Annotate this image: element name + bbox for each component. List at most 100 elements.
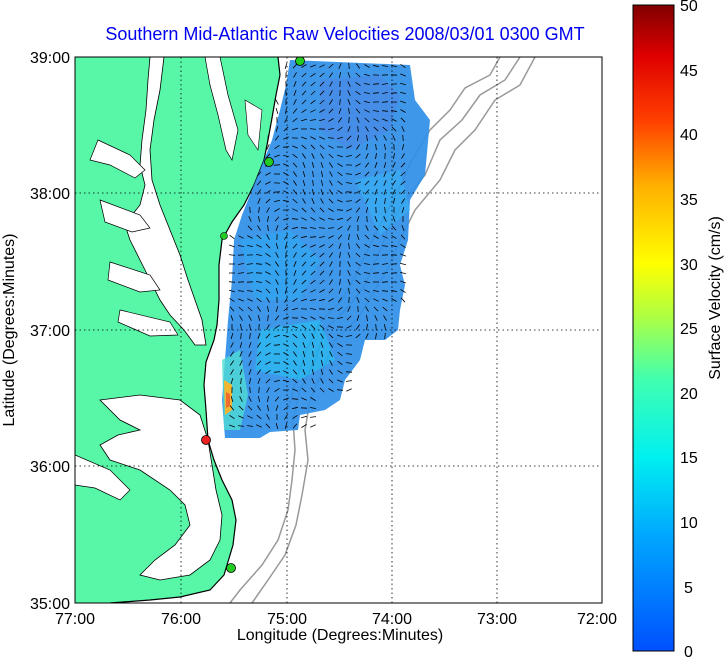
velocity-arrow [347, 279, 351, 285]
velocity-arrow [383, 189, 387, 195]
velocity-arrow [265, 181, 271, 185]
surface-current-field [222, 60, 430, 438]
velocity-arrow [283, 172, 289, 176]
velocity-arrow [292, 208, 298, 212]
velocity-arrow [320, 342, 324, 348]
velocity-arrow [400, 189, 406, 195]
velocity-arrow [347, 72, 351, 78]
velocity-arrow [228, 281, 236, 283]
velocity-arrow [320, 333, 324, 339]
velocity-arrow [301, 333, 307, 339]
grid-lines [75, 57, 602, 603]
velocity-arrow [312, 350, 314, 358]
velocity-arrow [248, 369, 252, 375]
velocity-arrow [267, 134, 269, 142]
velocity-arrow [265, 198, 271, 204]
velocity-arrow [302, 369, 306, 375]
velocity-arrow [399, 91, 407, 95]
velocity-arrow [238, 405, 244, 411]
velocity-arrow [292, 342, 298, 348]
velocity-arrow [283, 370, 289, 374]
velocity-arrow [375, 323, 377, 331]
velocity-arrow [292, 378, 298, 384]
velocity-arrow [336, 389, 344, 391]
velocity-arrow [328, 252, 334, 258]
velocity-arrow [248, 351, 252, 357]
velocity-arrow [363, 253, 371, 257]
station-marker-north[interactable] [295, 57, 305, 66]
velocity-arrow [267, 224, 269, 232]
velocity-arrow [256, 244, 262, 248]
velocity-arrow [373, 235, 379, 239]
velocity-arrow [321, 180, 323, 186]
velocity-arrow [273, 164, 281, 166]
velocity-arrow [292, 415, 298, 419]
velocity-arrow [275, 287, 279, 295]
velocity-arrow [293, 270, 297, 276]
velocity-arrow [283, 155, 289, 157]
velocity-arrow [383, 315, 387, 321]
velocity-arrow [348, 296, 350, 304]
station-marker-bay[interactable] [220, 232, 228, 240]
velocity-arrow [319, 207, 325, 213]
velocity-arrow [355, 63, 361, 69]
velocity-arrow [275, 107, 279, 115]
velocity-arrow [248, 216, 252, 222]
velocity-arrow [345, 182, 353, 184]
velocity-arrow [284, 117, 288, 123]
velocity-arrow [399, 271, 407, 275]
station-marker-hatteras[interactable] [226, 563, 236, 573]
velocity-arrow [366, 323, 368, 331]
velocity-arrow [329, 189, 333, 195]
velocity-arrow [319, 81, 325, 87]
velocity-arrow [247, 415, 253, 419]
velocity-arrow [273, 344, 281, 346]
velocity-arrow [292, 162, 298, 168]
velocity-arrow [247, 245, 253, 247]
velocity-arrow [312, 179, 314, 187]
velocity-arrow [274, 315, 280, 321]
velocity-arrow [399, 262, 407, 266]
velocity-arrow [402, 134, 404, 142]
colorbar-label: Surface Velocity (cm/s) [707, 216, 724, 380]
map-title: Southern Mid-Atlantic Raw Velocities 200… [105, 24, 585, 44]
velocity-arrow [329, 360, 333, 366]
velocity-arrow [230, 369, 234, 375]
velocity-arrow [312, 170, 314, 178]
velocity-arrow [266, 144, 270, 150]
velocity-arrow [338, 63, 342, 69]
velocity-arrow [266, 297, 270, 303]
velocity-arrow [311, 342, 315, 348]
velocity-arrow [382, 235, 388, 239]
velocity-arrow [275, 305, 279, 313]
velocity-arrow [346, 216, 352, 222]
velocity-arrow [320, 162, 324, 168]
velocity-arrow [328, 198, 334, 204]
velocity-arrow [400, 297, 406, 303]
velocity-arrow [355, 270, 361, 276]
velocity-arrow [301, 90, 307, 96]
velocity-arrow [301, 153, 307, 159]
x-axis: 77:00 76:00 75:00 74:00 73:00 72:00 Long… [55, 611, 617, 644]
velocity-arrow [400, 289, 406, 293]
velocity-arrow [373, 64, 379, 68]
station-marker-mid[interactable] [264, 157, 274, 167]
velocity-arrow [237, 263, 245, 265]
velocity-arrow [283, 352, 289, 356]
velocity-arrow [355, 261, 361, 267]
velocity-arrow [228, 254, 236, 256]
velocity-arrow [393, 153, 395, 159]
colorbar-gradient [632, 4, 675, 652]
velocity-arrow [337, 343, 343, 347]
velocity-arrow [355, 324, 361, 330]
velocity-arrow [374, 135, 378, 141]
velocity-arrow [292, 297, 298, 303]
station-marker-south[interactable] [201, 435, 211, 445]
velocity-arrow [283, 397, 289, 401]
velocity-arrow [275, 242, 279, 250]
velocity-arrow [284, 288, 288, 294]
velocity-arrow [309, 236, 317, 238]
velocity-arrow [228, 289, 236, 293]
velocity-arrow [240, 332, 242, 340]
velocity-arrow [266, 324, 270, 330]
